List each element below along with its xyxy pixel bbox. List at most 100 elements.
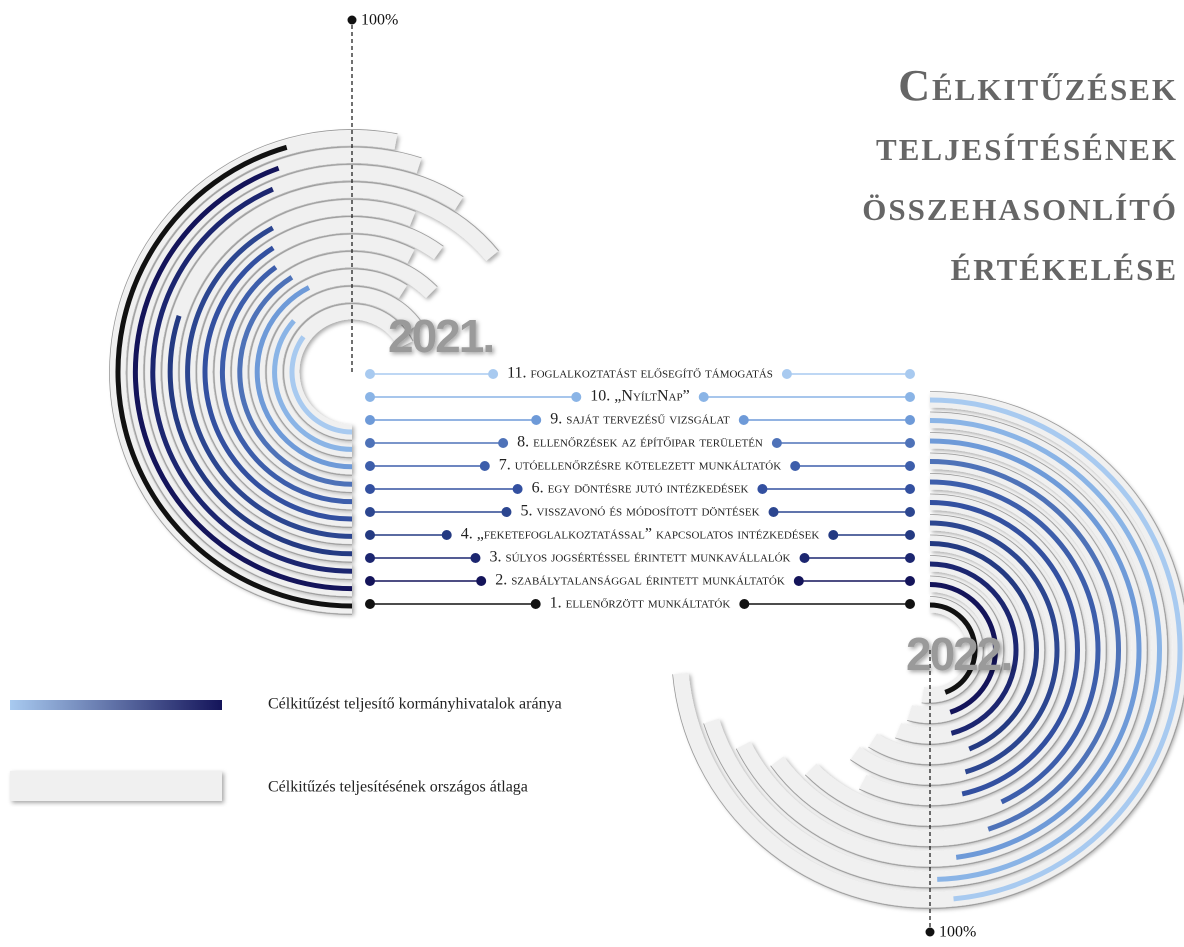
- category-label: 10. „NyíltNap”: [590, 388, 689, 405]
- connector-dot: [488, 369, 499, 379]
- separator-arc: [672, 391, 1184, 909]
- connector-dot: [905, 530, 915, 540]
- ratio-arc: [929, 520, 1060, 775]
- legend-label: Célkitűzés teljesítésének országos átlag…: [268, 779, 528, 796]
- ratio-arc: [929, 561, 1019, 736]
- category-label: 1. ellenőrzött munkáltatók: [550, 595, 731, 612]
- ratio-arc: [254, 285, 353, 470]
- separator-arc: [895, 555, 1025, 745]
- ratio-arc: [929, 418, 1162, 882]
- ratio-arc: [929, 479, 1101, 805]
- title-line: teljesítésének: [876, 121, 1178, 170]
- connector-dot: [365, 484, 375, 494]
- legend-swatch: [10, 771, 222, 801]
- connector-dot: [365, 553, 375, 563]
- connector-dot: [365, 369, 375, 379]
- reference-dot: [347, 15, 357, 25]
- separator-arc: [770, 452, 1128, 848]
- connector-dot: [365, 599, 375, 609]
- connector-dot: [531, 415, 542, 425]
- ratio-arc: [289, 335, 353, 435]
- separator-arc: [230, 250, 438, 494]
- connector-dot: [828, 530, 839, 540]
- separator-arc: [248, 268, 408, 476]
- separator-arc: [126, 146, 422, 598]
- separator-arc: [735, 432, 1148, 868]
- connector-dot: [793, 576, 804, 586]
- ratio-arc: [150, 186, 353, 574]
- ratio-arc: [929, 397, 1183, 902]
- connector-dot: [365, 507, 375, 517]
- connector-dot: [441, 530, 452, 540]
- year-label: 2021.: [388, 310, 493, 362]
- connector-dot: [365, 576, 375, 586]
- connector-dot: [905, 415, 915, 425]
- reference-label: 100%: [939, 924, 976, 941]
- connector-dot: [479, 461, 490, 471]
- connector-dot: [781, 369, 792, 379]
- connector-dot: [905, 369, 915, 379]
- ratio-arc: [929, 582, 998, 715]
- category-label: 8. ellenőrzések az építőipar területén: [517, 434, 763, 451]
- ratio-arc: [237, 275, 353, 487]
- separator-arc: [265, 285, 422, 459]
- ratio-arc: [929, 500, 1080, 797]
- connector-dot: [365, 392, 375, 402]
- connector-dot: [498, 438, 509, 448]
- connector-dot: [757, 484, 768, 494]
- connector-dot: [905, 392, 915, 402]
- separator-arc: [907, 575, 1005, 725]
- ratio-arc: [929, 438, 1142, 860]
- labels: Célkitűzések teljesítésének összehasonlító…: [10, 12, 1178, 941]
- connector-dot: [905, 553, 915, 563]
- category-label: 3. súlyos jogsértéssel érintett munkavál…: [489, 549, 790, 566]
- ratio-arc: [202, 245, 353, 522]
- category-label: 4. „feketefoglalkoztatással” kapcsolatos…: [461, 526, 820, 543]
- ratio-arc: [929, 541, 1039, 752]
- category-label: 11. foglalkoztatást elősegítő támogatás: [507, 365, 773, 382]
- connector-dot: [771, 438, 782, 448]
- connector-dot: [571, 392, 582, 402]
- connector-dot: [790, 461, 801, 471]
- ratio-arc: [272, 319, 353, 452]
- category-label: 5. visszavonó és módosított döntések: [520, 503, 759, 520]
- separator-arc: [283, 303, 414, 441]
- title-line: Célkitűzések: [898, 61, 1178, 110]
- ratio-arc: [929, 602, 978, 695]
- ratio-arc: [185, 225, 353, 539]
- connector-dot: [365, 461, 375, 471]
- title-line: értékelése: [951, 241, 1178, 290]
- connector-dot: [905, 599, 915, 609]
- year-label: 2022.: [906, 628, 1011, 680]
- separator-arc: [213, 233, 415, 511]
- connector-dot: [365, 438, 375, 448]
- connector-dot: [501, 507, 512, 517]
- separator-arc: [858, 493, 1087, 807]
- connector-dot: [698, 392, 709, 402]
- connector-dot: [470, 553, 481, 563]
- separator-arc: [109, 129, 398, 615]
- connector-dot: [799, 553, 810, 563]
- connector-dot: [905, 438, 915, 448]
- ratio-arc: [132, 165, 353, 592]
- category-label: 9. saját tervezésű vizsgálat: [550, 411, 730, 428]
- category-label: 2. szabálytalansággal érintett munkáltat…: [495, 572, 785, 589]
- ratio-arc: [929, 459, 1121, 832]
- title-line: összehasonlító: [862, 181, 1178, 230]
- separator-arc: [921, 596, 984, 704]
- legend-swatch: [10, 700, 222, 710]
- connector-dot: [476, 576, 487, 586]
- connector-dot: [512, 484, 523, 494]
- legend-label: Célkitűzést teljesítő kormányhivatalok a…: [268, 696, 562, 713]
- separator-arc: [804, 473, 1107, 827]
- connector-dot: [768, 507, 779, 517]
- ratio-arc: [167, 315, 353, 557]
- category-label: 7. utóellenőrzésre kötelezett munkáltató…: [499, 457, 781, 474]
- separator-arc: [703, 411, 1169, 889]
- connector-dot: [530, 599, 541, 609]
- ratio-arc: [219, 265, 353, 505]
- separator-arc: [143, 163, 464, 581]
- separator-arc: [850, 514, 1066, 786]
- connector-dot: [905, 484, 915, 494]
